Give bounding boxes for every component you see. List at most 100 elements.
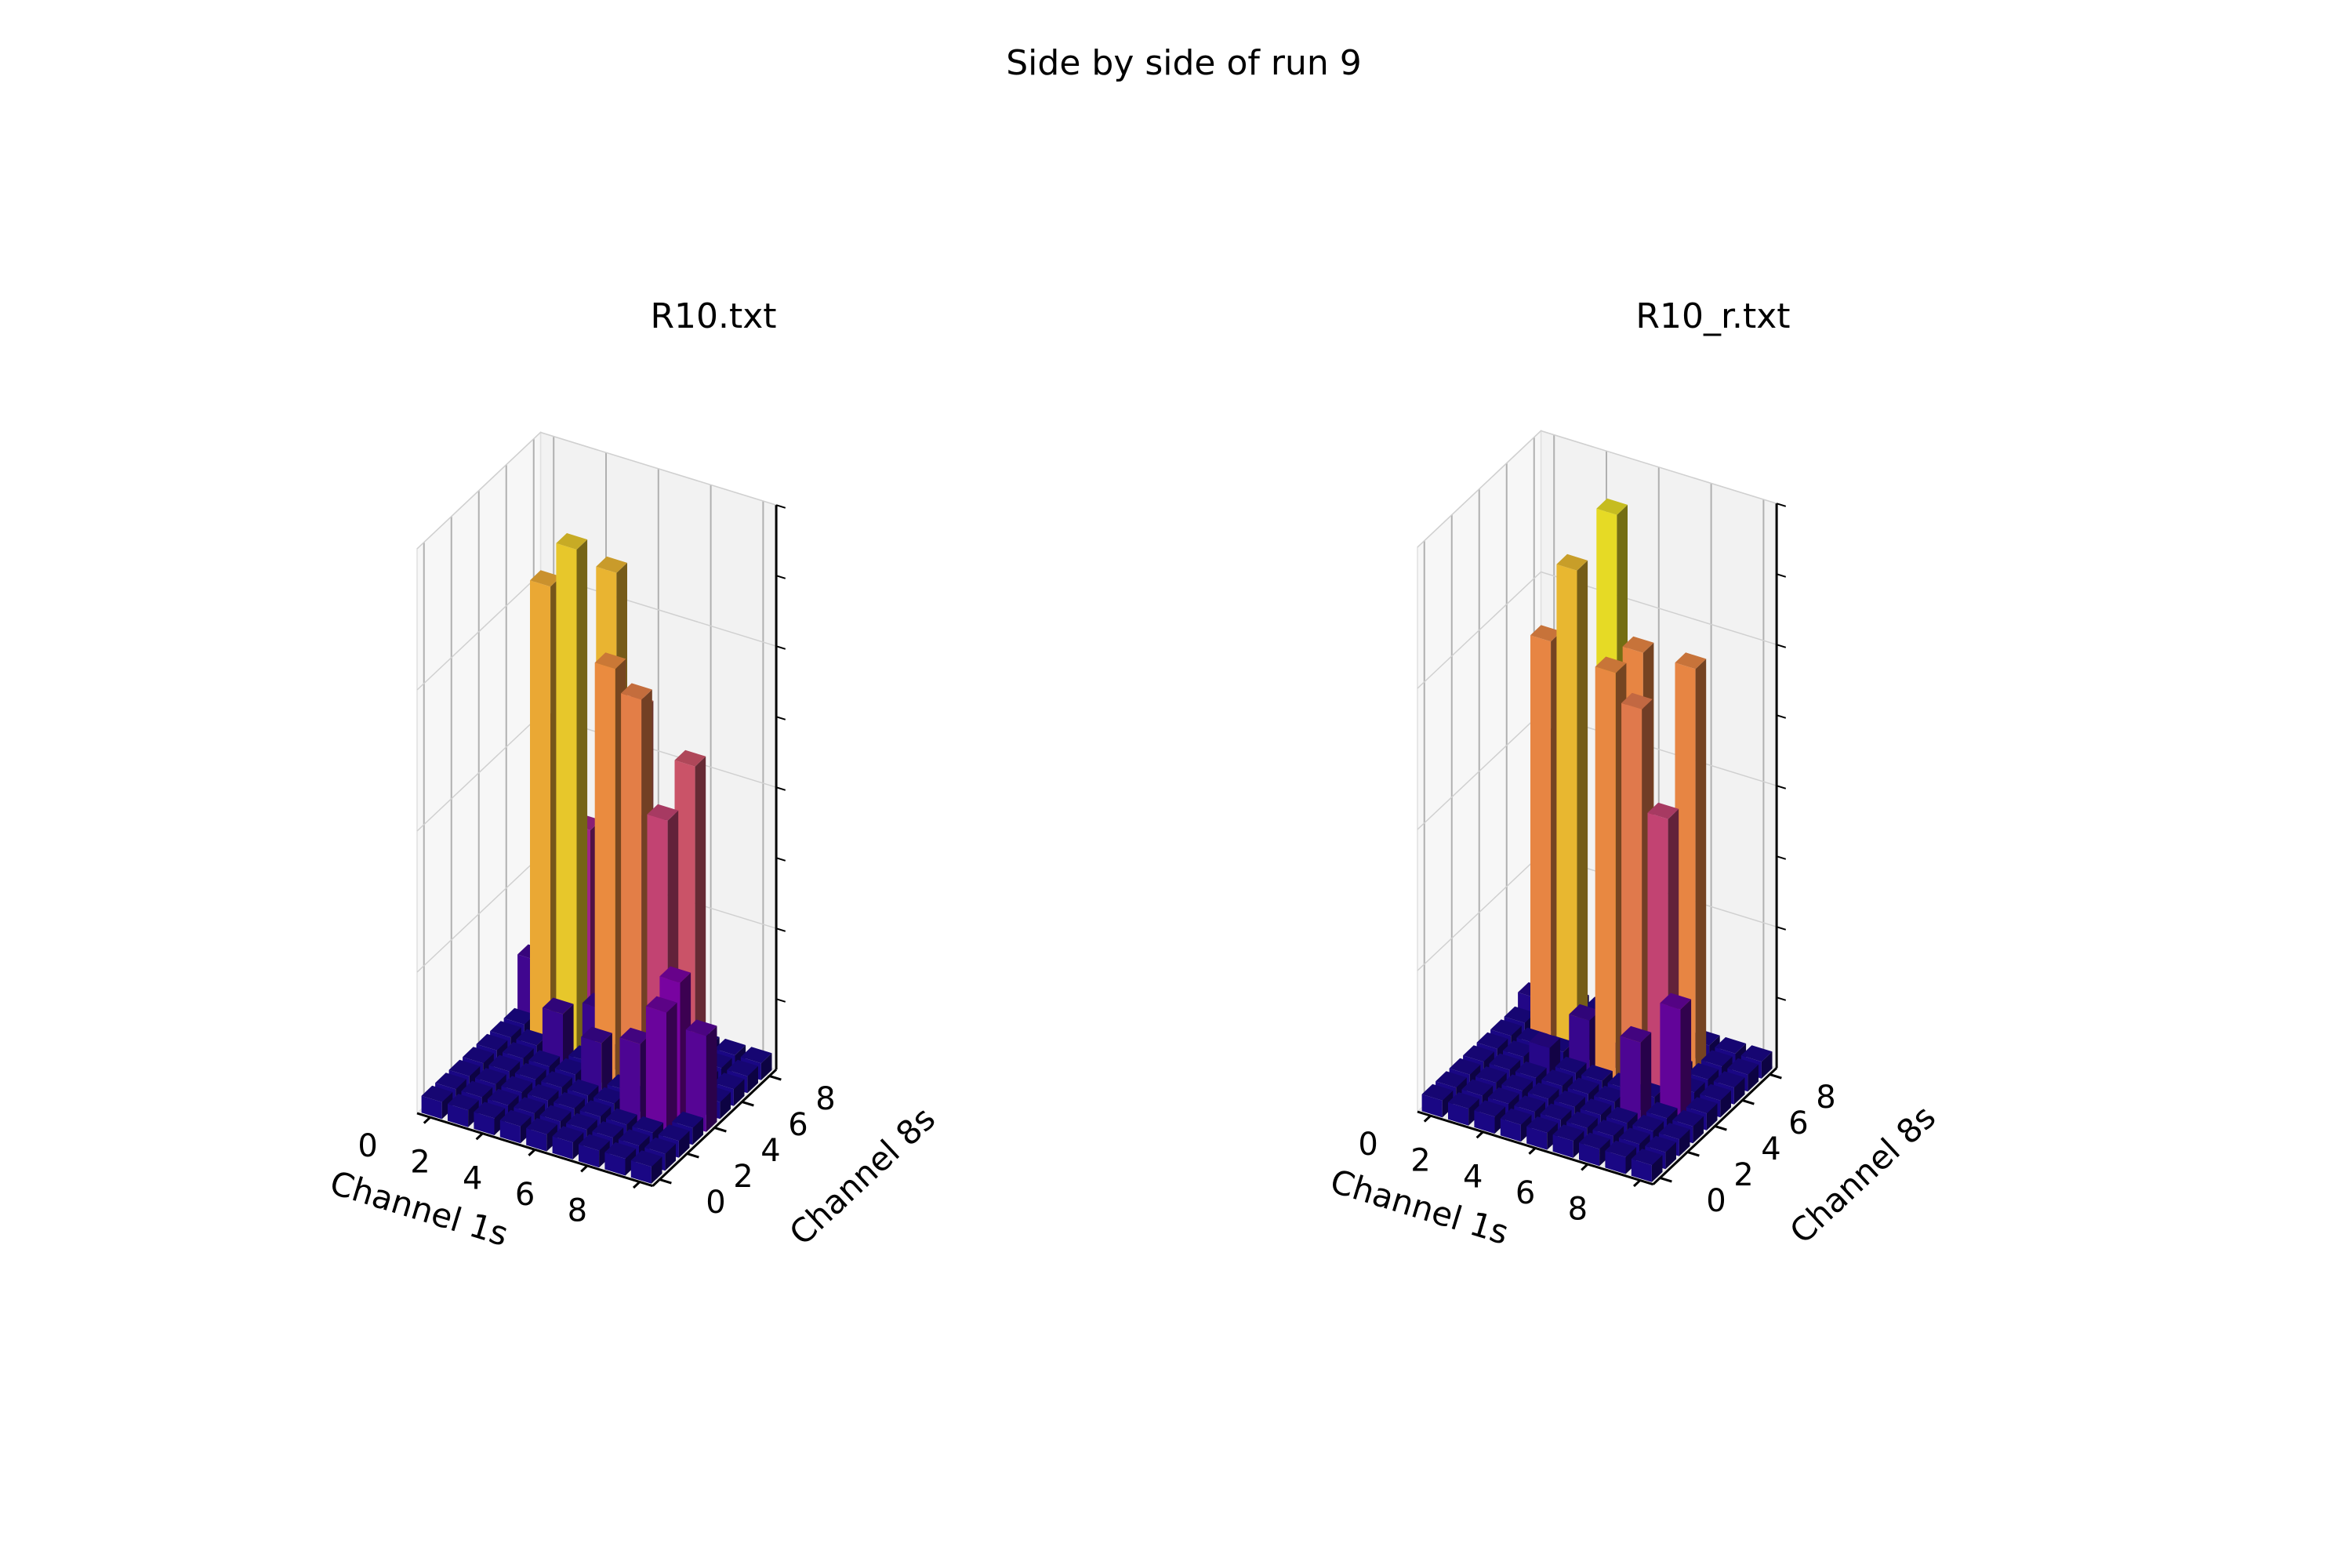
bar-top — [1552, 1124, 1584, 1142]
bar-side — [747, 1065, 758, 1094]
bar-top — [1620, 1025, 1652, 1043]
bar-top — [1645, 1135, 1676, 1152]
bar-top — [528, 1050, 561, 1067]
bar-top — [1596, 498, 1628, 515]
bar-side — [441, 1091, 453, 1120]
bar-top — [1581, 1065, 1613, 1081]
bar-top — [1658, 1123, 1690, 1140]
bar-top — [1515, 1061, 1547, 1078]
bar-front — [1448, 1102, 1469, 1126]
x-tick-label: 4 — [463, 1160, 482, 1196]
x-tick — [1581, 1163, 1589, 1171]
z-tick — [775, 716, 786, 720]
bar-front — [474, 1112, 495, 1135]
bar-top — [516, 1029, 548, 1046]
x-tick — [580, 1164, 589, 1173]
chart-title: R10.txt — [650, 296, 776, 336]
bar-top — [672, 1111, 703, 1128]
bar-top — [1740, 1045, 1773, 1062]
bar-top — [1606, 1106, 1638, 1123]
bar — [1500, 1108, 1532, 1142]
bar-front — [579, 1144, 600, 1168]
bar-front — [1620, 1036, 1641, 1127]
bar-top — [530, 570, 561, 587]
bar-top — [1529, 1031, 1561, 1048]
bar-top — [1660, 993, 1692, 1010]
bar-top — [1622, 636, 1654, 653]
bar — [448, 1094, 479, 1127]
bar-top — [1476, 1032, 1508, 1049]
x-tick — [475, 1132, 484, 1141]
y-tick-label: 0 — [1706, 1183, 1726, 1219]
bar — [1448, 1092, 1479, 1126]
bar-top — [592, 1121, 624, 1138]
bar-front — [421, 1095, 442, 1120]
bar-front — [1552, 1134, 1573, 1158]
y-tick — [1741, 1099, 1755, 1105]
bar-top — [714, 1038, 746, 1055]
bar-top — [541, 1071, 572, 1088]
bar-top — [1530, 625, 1562, 642]
bar-top — [1421, 1083, 1454, 1101]
bar-side — [760, 1053, 772, 1080]
bar-top — [474, 1102, 506, 1119]
bar-top — [658, 1124, 690, 1142]
bar-side — [1625, 1147, 1637, 1174]
x-tick-label: 6 — [1515, 1175, 1535, 1211]
bar-front — [556, 543, 577, 1058]
bar-side — [692, 1117, 703, 1145]
bar-top — [1715, 1036, 1747, 1054]
bar-front — [1474, 1110, 1495, 1134]
x-tick-label: 8 — [568, 1192, 587, 1229]
bar-top — [1621, 692, 1653, 710]
bar-top — [1727, 1058, 1759, 1075]
bar-top — [618, 1129, 650, 1146]
y-tick-label: 4 — [1761, 1131, 1780, 1167]
bar-top — [435, 1073, 466, 1090]
bar-side — [599, 1140, 610, 1168]
bar-top — [1449, 1058, 1481, 1075]
bar-top — [1489, 1053, 1521, 1070]
bar-top — [566, 1112, 597, 1130]
bar — [1474, 1100, 1506, 1134]
bar-top — [1567, 1077, 1599, 1094]
bar-side — [665, 1143, 676, 1171]
bar-top — [1527, 1082, 1559, 1099]
bar — [604, 1142, 637, 1176]
bar-front — [619, 1037, 641, 1129]
y-tick — [659, 1178, 672, 1185]
suptitle: Side by side of run 9 — [1006, 43, 1361, 83]
bar-top — [526, 1118, 557, 1134]
bar-side — [1733, 1077, 1745, 1105]
bar-top — [1448, 1092, 1479, 1109]
bar-top — [556, 533, 588, 550]
bar-front — [1556, 564, 1577, 1056]
bar — [1675, 652, 1707, 1076]
bar-side — [1680, 999, 1692, 1123]
x-tick-label: 4 — [1463, 1159, 1483, 1195]
bar-front — [630, 1160, 652, 1184]
bar-top — [630, 1150, 662, 1167]
bar-side — [1520, 1114, 1532, 1142]
gridline — [416, 431, 777, 550]
bar — [630, 1150, 662, 1184]
bar-side — [1573, 1131, 1584, 1158]
z-tick — [775, 998, 786, 1003]
bar-side — [1679, 1129, 1690, 1156]
bar-top — [554, 1058, 586, 1075]
bar-side — [1640, 1032, 1652, 1127]
x-tick-label: 0 — [358, 1128, 377, 1164]
gridline — [1417, 430, 1777, 548]
y-tick — [1659, 1177, 1672, 1183]
bar-top — [632, 1116, 664, 1133]
bar-front — [1631, 1159, 1652, 1182]
x-tick — [1475, 1131, 1484, 1139]
x-tick-label: 2 — [410, 1145, 430, 1181]
bar-top — [461, 1080, 493, 1098]
bar-top — [1700, 1083, 1731, 1101]
bar — [421, 1085, 453, 1120]
bar-top — [567, 1079, 599, 1096]
y-tick — [1769, 1073, 1782, 1080]
bar-side — [695, 756, 706, 1077]
bar-top — [514, 1097, 545, 1114]
